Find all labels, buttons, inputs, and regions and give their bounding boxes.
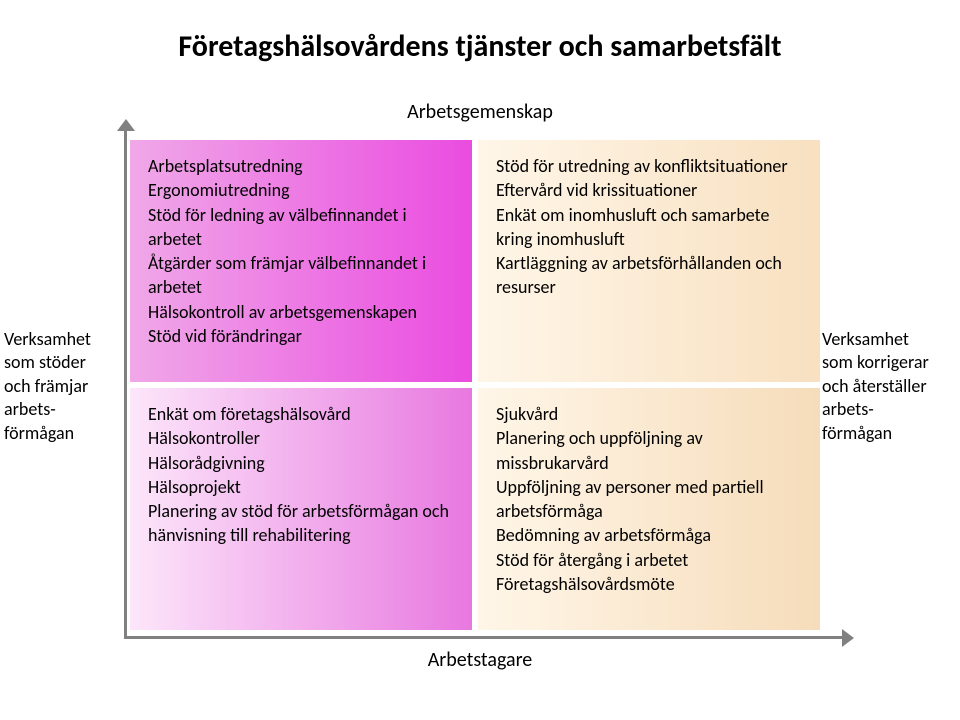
quadrant-item: Bedömning av arbetsförmåga	[496, 523, 802, 547]
quadrant-top-left: ArbetsplatsutredningErgonomiutredningStö…	[130, 140, 472, 382]
x-axis-line	[124, 636, 842, 639]
side-label-line: som stöder	[4, 351, 124, 374]
quadrant-item: Eftervård vid krissituationer	[496, 178, 802, 202]
axis-label-bottom: Arbetstagare	[0, 648, 960, 672]
quadrant-item: Stöd för återgång i arbetet	[496, 548, 802, 572]
y-axis-line	[124, 128, 127, 636]
quadrant-item: Uppföljning av personer med partiell arb…	[496, 475, 802, 524]
quadrant-item: Stöd för utredning av konfliktsituatione…	[496, 154, 802, 178]
quadrant-item: Hälsoprojekt	[148, 475, 454, 499]
quadrant-matrix: ArbetsplatsutredningErgonomiutredningStö…	[130, 140, 820, 630]
side-label-line: arbets-	[4, 398, 124, 421]
side-label-line: och främjar	[4, 375, 124, 398]
quadrant-item: Planering av stöd för arbetsförmågan och…	[148, 499, 454, 548]
x-axis-arrowhead	[842, 629, 854, 647]
side-label-line: och återställer	[822, 375, 960, 398]
quadrant-item: Företagshälsovårdsmöte	[496, 572, 802, 596]
side-label-line: Verksamhet	[4, 328, 124, 351]
side-label-line: Verksamhet	[822, 328, 960, 351]
side-label-left: Verksamhetsom stöderoch främjararbets-fö…	[4, 328, 124, 445]
page-title: Företagshälsovårdens tjänster och samarb…	[0, 28, 960, 65]
side-label-right: Verksamhet som korrigerar och återställe…	[822, 328, 960, 445]
quadrant-item: Hälsokontroll av arbetsgemenskapen	[148, 300, 454, 324]
axis-label-top: Arbetsgemenskap	[0, 100, 960, 124]
quadrant-bottom-left: Enkät om företagshälsovårdHälsokontrolle…	[130, 388, 472, 630]
quadrant-item: Stöd vid förändringar	[148, 324, 454, 348]
quadrant-item: Sjukvård	[496, 402, 802, 426]
quadrant-item: Stöd för ledning av välbefinnandet i arb…	[148, 203, 454, 252]
side-label-line: arbets-	[822, 398, 960, 421]
quadrant-item: Ergonomiutredning	[148, 178, 454, 202]
quadrant-item: Enkät om företagshälsovård	[148, 402, 454, 426]
quadrant-bottom-right: SjukvårdPlanering och uppföljning av mis…	[478, 388, 820, 630]
y-axis-arrowhead	[117, 119, 135, 131]
quadrant-item: Hälsorådgivning	[148, 451, 454, 475]
quadrant-item: Kartläggning av arbetsförhållanden och r…	[496, 251, 802, 300]
quadrant-top-right: Stöd för utredning av konfliktsituatione…	[478, 140, 820, 382]
quadrant-item: Arbetsplatsutredning	[148, 154, 454, 178]
quadrant-item: Hälsokontroller	[148, 426, 454, 450]
side-label-line: förmågan	[4, 422, 124, 445]
side-label-line: som korrigerar	[822, 351, 960, 374]
side-label-line: förmågan	[822, 422, 960, 445]
quadrant-item: Planering och uppföljning av missbrukarv…	[496, 426, 802, 475]
quadrant-item: Åtgärder som främjar välbefinnandet i ar…	[148, 251, 454, 300]
quadrant-item: Enkät om inomhusluft och samarbete kring…	[496, 203, 802, 252]
